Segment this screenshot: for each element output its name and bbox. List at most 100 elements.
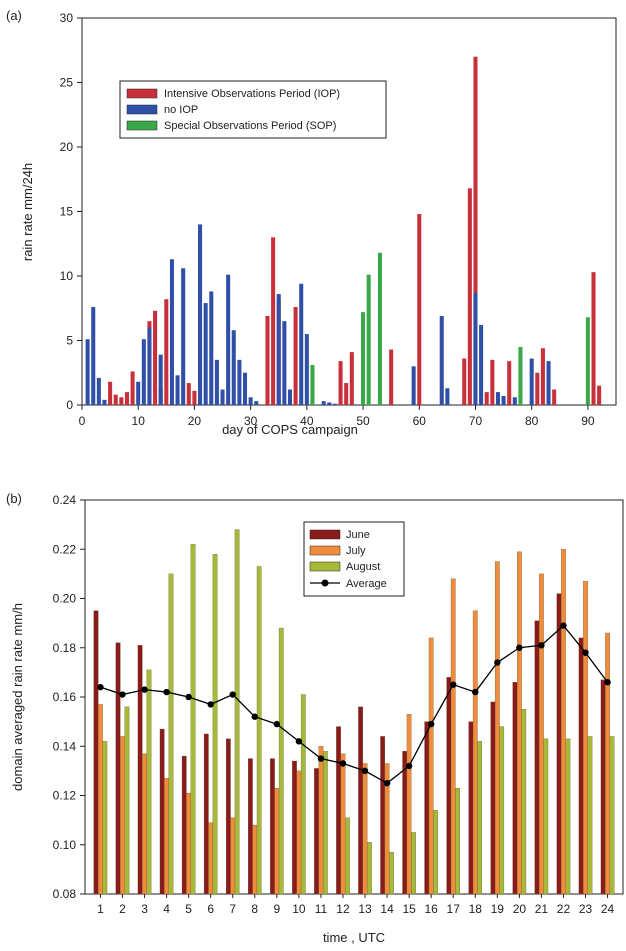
b-x-tick-label: 13 [358, 902, 372, 916]
panel-b-label: (b) [6, 491, 22, 506]
a-y-tick-label: 0 [66, 398, 73, 412]
bar-a-s0-day-38 [293, 306, 298, 405]
bar-a-s0-day-19 [186, 383, 191, 405]
bar-b-august-7 [234, 529, 240, 895]
a-x-tick-label: 60 [413, 414, 427, 428]
bar-b-june-1 [93, 610, 99, 895]
bar-b-july-4 [164, 778, 169, 895]
a-x-tick-label: 20 [188, 414, 202, 428]
bar-b-august-2 [124, 706, 130, 895]
bar-a-s1-day-35 [276, 294, 281, 405]
average-point-4 [163, 688, 170, 696]
b-x-tick-label: 6 [207, 902, 214, 916]
a-x-tick-label: 50 [356, 414, 370, 428]
bar-a-s1-day-40 [304, 334, 309, 405]
bar-a-s1-day-77 [512, 397, 517, 405]
bar-a-s0-day-73 [490, 359, 495, 405]
bar-b-august-21 [543, 738, 549, 895]
average-point-9 [273, 720, 281, 728]
bar-b-july-11 [318, 746, 324, 895]
bar-a-s1-day-59 [411, 366, 416, 405]
bar-a-s1-day-2 [91, 306, 96, 405]
legend-label-average: Average [346, 578, 387, 590]
bar-b-june-18 [468, 721, 474, 895]
average-point-10 [295, 738, 303, 745]
bar-b-august-15 [411, 832, 416, 895]
bar-b-august-13 [367, 842, 372, 895]
bar-b-june-6 [203, 733, 209, 895]
average-point-5 [185, 693, 192, 701]
average-point-12 [339, 760, 347, 767]
b-y-tick-label: 0.08 [53, 887, 77, 901]
b-x-tick-label: 11 [315, 902, 328, 916]
b-y-tick-label: 0.20 [53, 592, 77, 606]
panel-a-legend-box [119, 80, 387, 139]
b-x-tick-label: 21 [535, 902, 549, 916]
bar-b-july-3 [142, 753, 147, 895]
bar-a-s1-day-43 [321, 401, 326, 405]
average-point-16 [427, 720, 435, 728]
bar-a-s1-day-75 [501, 395, 506, 405]
bar-b-june-21 [534, 620, 540, 895]
bar-b-june-4 [159, 728, 165, 895]
bar-b-august-1 [102, 741, 108, 895]
bar-a-s2-day-53 [377, 252, 382, 405]
bar-b-july-23 [583, 581, 588, 895]
bar-a-s0-day-46 [338, 361, 343, 405]
bar-b-june-24 [600, 679, 606, 895]
b-y-tick-label: 0.10 [53, 838, 77, 852]
bar-b-june-3 [137, 645, 143, 895]
bar-a-s0-day-5 [108, 381, 113, 405]
average-point-8 [251, 713, 258, 720]
a-x-tick-label: 80 [525, 414, 539, 428]
panel-b-legend: June July August Average [303, 521, 405, 597]
bar-a-s0-day-70 [473, 56, 478, 405]
legend-swatch-iop [126, 88, 158, 99]
bar-a-s1-day-37 [287, 389, 293, 405]
b-x-tick-label: 7 [229, 902, 236, 916]
a-y-tick-label: 15 [60, 205, 74, 219]
bar-b-june-22 [556, 593, 562, 895]
bar-b-august-12 [345, 817, 350, 895]
panel-b-average-line [97, 622, 611, 787]
b-y-tick-label: 0.18 [53, 641, 77, 655]
bar-a-s1-day-24 [214, 359, 219, 405]
bar-b-july-2 [120, 736, 125, 895]
legend-label-iop: Intensive Observations Period (IOP) [164, 88, 340, 100]
a-x-tick-label: 10 [132, 414, 146, 428]
legend-swatch-june [309, 529, 341, 540]
average-point-1 [97, 683, 104, 691]
b-x-tick-label: 12 [336, 902, 350, 916]
b-x-tick-label: 23 [579, 902, 593, 916]
bar-a-s0-day-15 [164, 299, 169, 405]
bar-b-july-16 [428, 637, 434, 895]
bar-a-s0-day-48 [349, 352, 354, 405]
b-x-tick-label: 2 [119, 902, 126, 916]
bar-b-july-18 [472, 610, 478, 895]
bar-b-july-10 [296, 770, 302, 895]
average-point-6 [207, 701, 214, 708]
bar-a-s2-day-41 [310, 365, 315, 405]
bar-a-s1-day-10 [136, 381, 141, 405]
bar-b-june-20 [512, 682, 518, 895]
legend-label-july: July [346, 545, 366, 557]
panel-b: (b) 1 2 3 4 5 6 7 8 9 10 11 12 13 14 15 16 17 18 19 20 21 22 2… [6, 491, 624, 945]
panel-a-bars [85, 56, 602, 405]
bar-b-june-15 [402, 751, 408, 895]
bar-b-august-18 [477, 741, 483, 895]
bar-a-s1-day-70 [473, 292, 478, 405]
legend-marker-average [321, 579, 329, 587]
average-point-19 [494, 659, 501, 666]
bar-a-s0-day-47 [344, 383, 349, 405]
bar-a-s0-day-82 [540, 348, 545, 405]
bar-b-august-22 [565, 738, 571, 895]
bar-b-june-5 [181, 755, 187, 895]
bar-a-s1-day-11 [141, 339, 146, 405]
bar-a-s1-day-71 [479, 325, 484, 405]
bar-a-s0-day-60 [417, 214, 422, 405]
bar-b-june-9 [270, 758, 275, 895]
bar-b-june-17 [446, 677, 452, 895]
bar-b-june-2 [115, 642, 121, 895]
bar-a-s2-day-90 [585, 317, 590, 405]
